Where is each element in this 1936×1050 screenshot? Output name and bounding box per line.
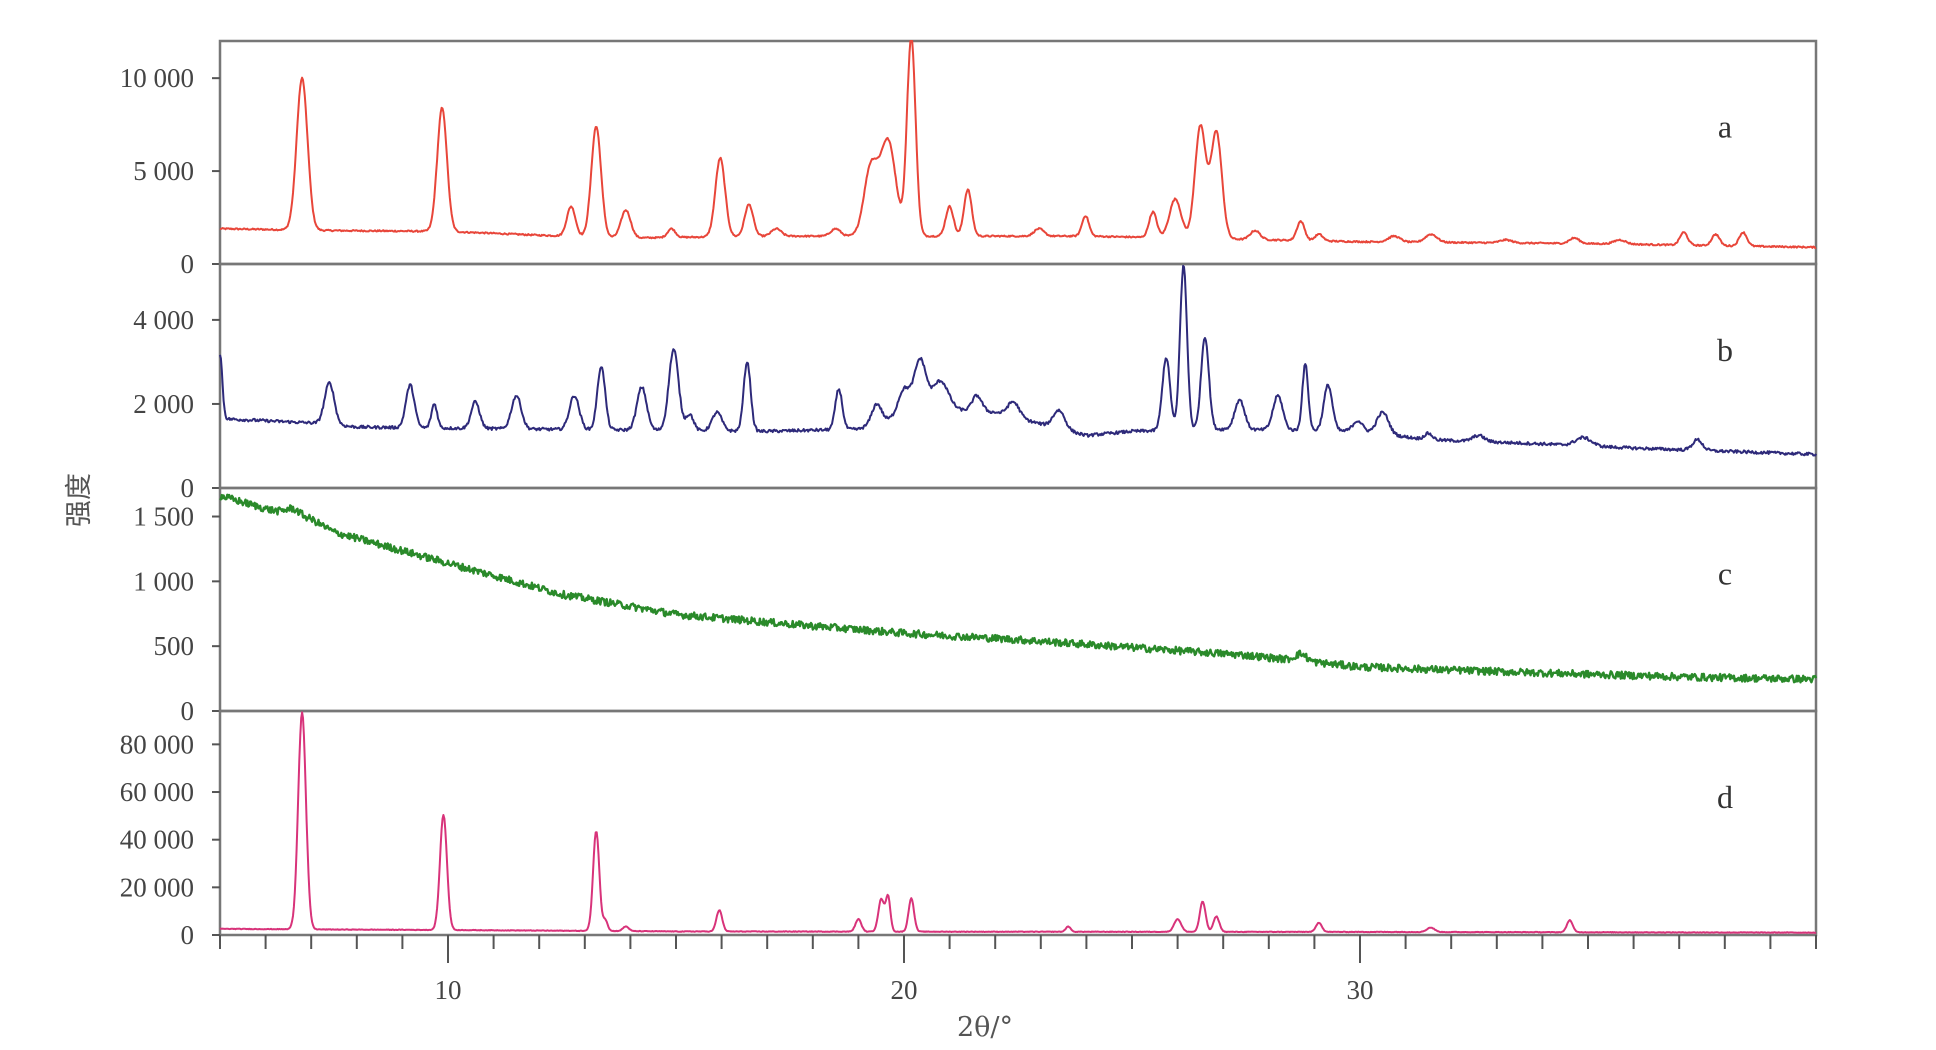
y-tick-label: 20 000: [120, 872, 194, 902]
panel-label-a: a: [1718, 109, 1732, 145]
y-tick-label: 10 000: [120, 63, 194, 93]
y-tick-label: 5 000: [133, 156, 194, 186]
x-tick-label: 20: [891, 975, 918, 1005]
panel-label-b: b: [1717, 332, 1733, 368]
y-tick-label: 0: [181, 473, 195, 503]
x-tick-label: 10: [435, 975, 462, 1005]
y-tick-label: 2 000: [133, 389, 194, 419]
y-tick-label: 80 000: [120, 729, 194, 759]
y-tick-label: 40 000: [120, 825, 194, 855]
x-tick-label: 30: [1347, 975, 1374, 1005]
panel-a: 0 5 000 10 000 a: [120, 39, 1818, 279]
panel-frame: [218, 262, 1818, 490]
y-tick-label: 500: [154, 631, 195, 661]
y-tick-label: 0: [181, 249, 195, 279]
y-tick-label: 0: [181, 920, 195, 950]
y-tick-label: 60 000: [120, 777, 194, 807]
y-tick-label: 1 500: [133, 502, 194, 532]
panel-c: 0 500 1 000 1 500 c: [133, 486, 1818, 726]
panel-label-d: d: [1717, 779, 1733, 815]
series-line-d: [219, 711, 1817, 934]
y-tick-label: 0: [181, 696, 195, 726]
series-line-a: [219, 40, 1817, 249]
panel-d: 0 20 000 40 000 60 000 80 000 d: [120, 709, 1818, 950]
y-axis-title: 强度: [64, 473, 95, 527]
y-tick-label: 1 000: [133, 566, 194, 596]
panel-label-c: c: [1718, 556, 1732, 592]
panel-frame: [218, 709, 1818, 937]
series-line-b: [219, 264, 1817, 457]
x-axis-title: 2θ/°: [957, 1012, 1013, 1043]
x-axis: 10 20 30: [219, 935, 1817, 1005]
panels: 0 5 000 10 000 a 0 2 000 4 000 b 0 500 1 000 1 500 c…: [120, 39, 1818, 950]
series-line-c: [219, 493, 1818, 684]
panel-frame: [218, 39, 1818, 266]
panel-b: 0 2 000 4 000 b: [133, 262, 1818, 503]
y-tick-label: 4 000: [133, 305, 194, 335]
